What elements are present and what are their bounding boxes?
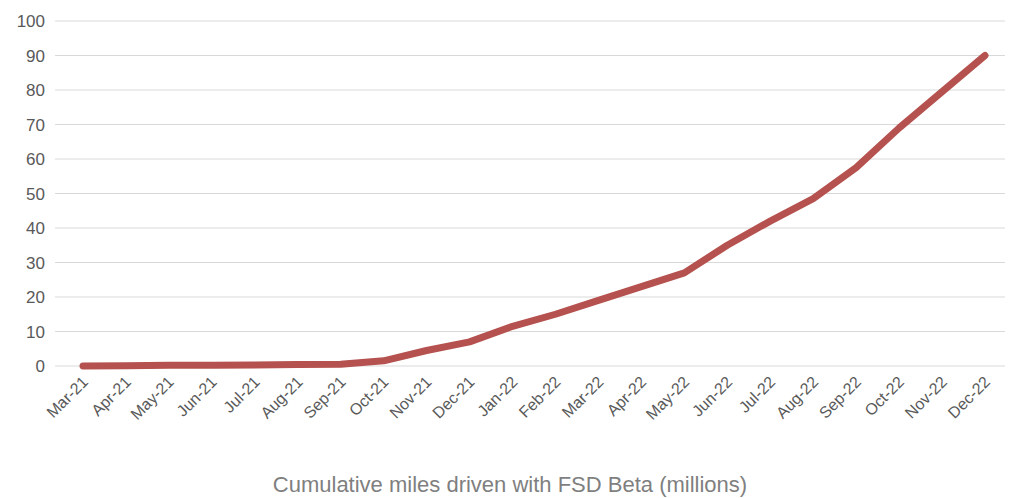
grid-line <box>55 21 1005 22</box>
x-tick-label: Sep-21 <box>300 373 349 422</box>
x-tick-label: Dec-21 <box>429 373 478 422</box>
x-tick-label: Oct-22 <box>861 373 907 419</box>
x-tick-label: Oct-21 <box>346 373 392 419</box>
chart-title: Cumulative miles driven with FSD Beta (m… <box>273 472 747 497</box>
y-tick-label: 90 <box>26 47 45 66</box>
grid-line <box>55 262 1005 263</box>
y-tick-label: 70 <box>26 116 45 135</box>
y-tick-label: 40 <box>26 219 45 238</box>
y-tick-label: 80 <box>26 81 45 100</box>
y-tick-label: 20 <box>26 288 45 307</box>
data-line <box>83 56 985 367</box>
x-tick-label: Dec-22 <box>945 373 994 422</box>
y-tick-label: 30 <box>26 254 45 273</box>
y-tick-label: 0 <box>36 357 45 376</box>
x-tick-label: Jun-21 <box>173 373 220 420</box>
x-tick-label: Nov-21 <box>386 373 435 422</box>
grid-line <box>55 55 1005 56</box>
x-tick-label: Mar-21 <box>43 373 91 421</box>
grid <box>55 21 1005 366</box>
grid-line <box>55 90 1005 91</box>
x-tick-label: Aug-22 <box>773 373 822 422</box>
x-tick-label: Sep-22 <box>816 373 865 422</box>
x-tick-label: Aug-21 <box>257 373 306 422</box>
y-tick-label: 60 <box>26 150 45 169</box>
x-tick-label: Mar-22 <box>559 373 607 421</box>
y-tick-label: 10 <box>26 323 45 342</box>
plot-data <box>83 56 985 367</box>
x-tick-label: Jun-22 <box>689 373 736 420</box>
grid-line <box>55 297 1005 298</box>
grid-line <box>55 193 1005 194</box>
x-tick-label: Nov-22 <box>902 373 951 422</box>
grid-line <box>55 124 1005 125</box>
x-tick-label: May-21 <box>127 373 177 423</box>
x-tick-label: May-22 <box>643 373 693 423</box>
y-tick-label: 50 <box>26 185 45 204</box>
chart: 0102030405060708090100Mar-21Apr-21May-21… <box>0 0 1026 498</box>
grid-line <box>55 228 1005 229</box>
grid-line <box>55 331 1005 332</box>
y-tick-label: 100 <box>17 12 45 31</box>
x-tick-label: Jan-22 <box>474 373 521 420</box>
x-tick-label: Feb-22 <box>516 373 564 421</box>
